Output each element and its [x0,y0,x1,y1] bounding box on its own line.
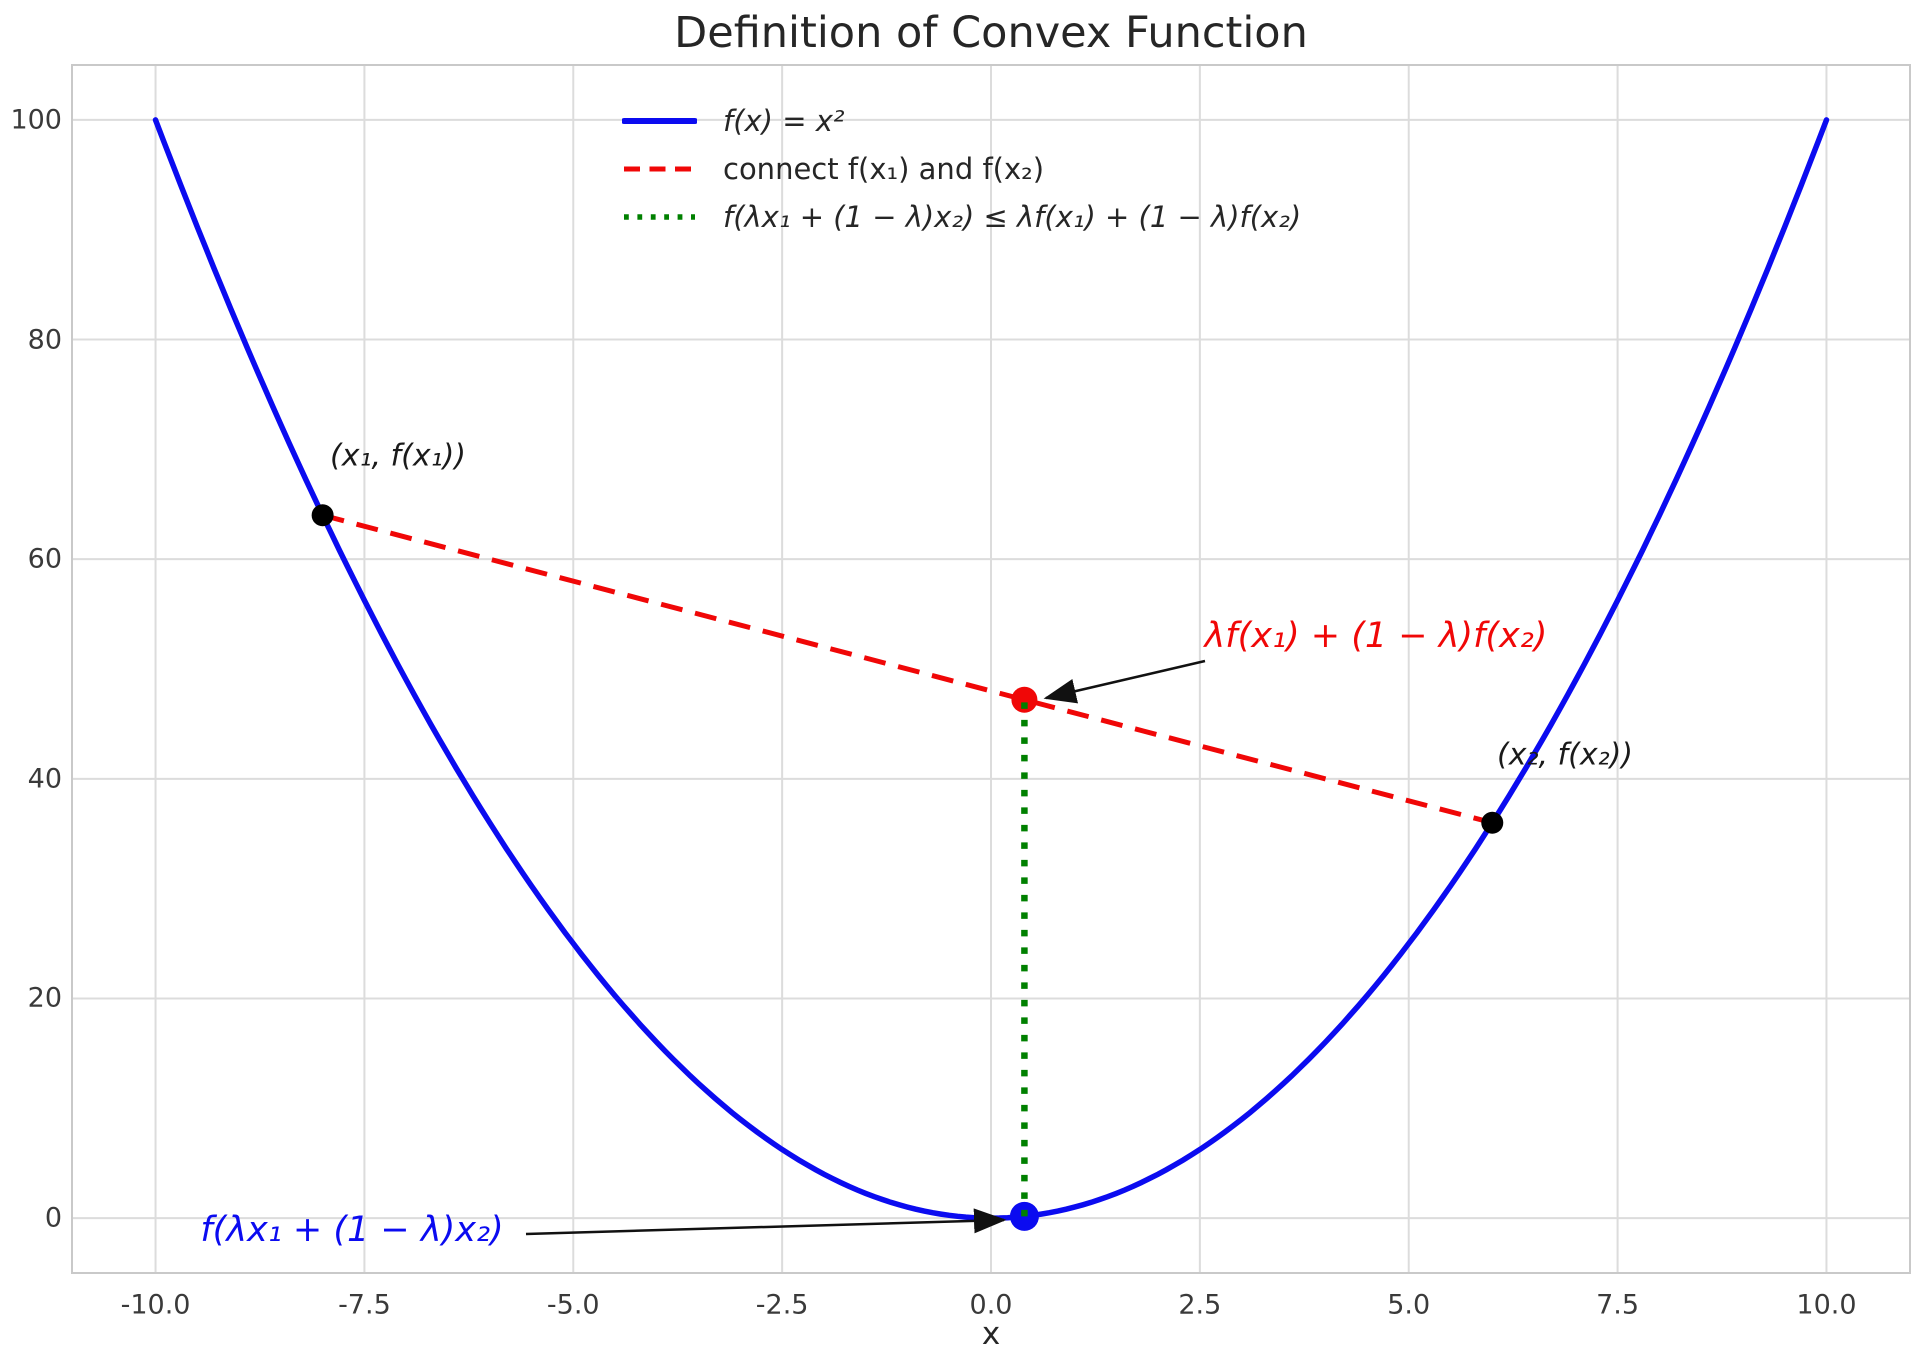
legend-label-inequality: f(λx₁ + (1 − λ)x₂) ≤ λf(x₁) + (1 − λ)f(x… [723,200,1302,234]
annotation-arrow [525,1208,1007,1236]
legend-label-curve: f(x) = x² [723,104,845,138]
annotation-point-x1: (x₁, f(x₁)) [330,438,467,474]
x-tick-label: -10.0 [120,1289,191,1321]
x-tick-label: -2.5 [755,1289,809,1321]
annotation-lower-bound: f(λx₁ + (1 − λ)x₂) [200,1210,504,1250]
chord-line [322,512,1493,826]
legend-line-solid-icon [622,118,697,124]
annotation-arrow [1043,659,1206,704]
y-tick-label: 60 [27,543,62,575]
legend-item-chord: connect f(x₁) and f(x₂) [622,145,1301,193]
x-tick-label: -5.0 [546,1289,600,1321]
y-tick-label: 100 [10,104,62,136]
point-x1 [311,504,334,527]
y-tick-label: 80 [27,324,62,356]
legend-item-inequality: f(λx₁ + (1 − λ)x₂) ≤ λf(x₁) + (1 − λ)f(x… [622,193,1301,241]
x-tick-label: 5.0 [1387,1289,1431,1321]
x-axis-label: x [981,1316,1001,1352]
x-tick-label: -7.5 [338,1289,391,1321]
annotation-upper-bound: λf(x₁) + (1 − λ)f(x₂) [1204,616,1548,656]
x-tick-label: 10.0 [1796,1289,1857,1321]
x-tick-label: 0.0 [969,1289,1013,1321]
x-tick-label: 7.5 [1596,1289,1640,1321]
point-upper-bound [1011,686,1038,713]
legend-label-chord: connect f(x₁) and f(x₂) [723,152,1045,186]
annotation-point-x2: (x₂, f(x₂)) [1497,737,1634,773]
legend-line-dashed-icon [624,166,695,172]
chart-title: Definition of Convex Function [674,8,1308,58]
legend-item-curve: f(x) = x² [622,97,1301,145]
legend: f(x) = x² connect f(x₁) and f(x₂) f(λx₁ … [622,97,1301,241]
point-x2 [1481,811,1504,834]
legend-line-dotted-icon [624,214,695,220]
y-tick-label: 40 [27,763,62,795]
x-tick-label: 2.5 [1178,1289,1222,1321]
y-tick-label: 0 [44,1202,62,1234]
plot-border [71,64,1911,1274]
y-axis-label: f(x) [0,640,4,699]
y-tick-label: 20 [27,982,62,1014]
